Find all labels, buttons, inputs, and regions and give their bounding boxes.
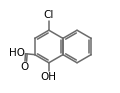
Text: OH: OH	[41, 72, 57, 82]
Text: O: O	[20, 62, 29, 72]
Text: Cl: Cl	[44, 10, 54, 20]
Text: HO: HO	[9, 48, 25, 58]
